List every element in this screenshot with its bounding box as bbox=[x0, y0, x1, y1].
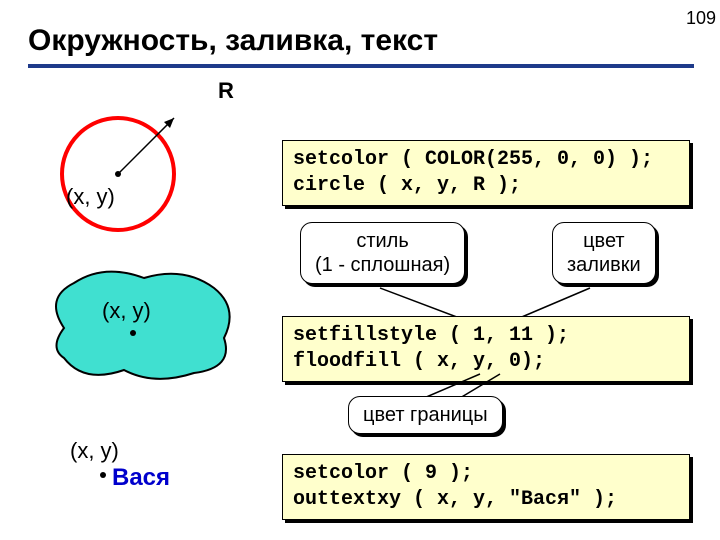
code-block-3: setcolor ( 9 ); outtextxy ( x, y, "Вася"… bbox=[282, 454, 690, 520]
blob-center-dot bbox=[130, 330, 136, 336]
xy-label-vasya: (x, y) bbox=[70, 438, 119, 464]
callout-fill-line1: цвет bbox=[567, 229, 641, 253]
callout-border: цвет границы bbox=[348, 396, 503, 434]
callout-style: стиль (1 - сплошная) bbox=[300, 222, 465, 284]
vasya-text: Вася bbox=[112, 464, 170, 492]
r-label: R bbox=[218, 78, 234, 104]
xy-label-blob: (x, y) bbox=[102, 298, 151, 324]
xy-label-circle: (x, y) bbox=[66, 184, 115, 210]
callout-style-line2: (1 - сплошная) bbox=[315, 253, 450, 277]
page-title: Окружность, заливка, текст bbox=[28, 24, 438, 58]
title-underline bbox=[28, 64, 694, 68]
callout-style-line1: стиль bbox=[315, 229, 450, 253]
vasya-dot bbox=[100, 472, 106, 478]
circle-diagram bbox=[56, 108, 186, 238]
callout-fill-line2: заливки bbox=[567, 253, 641, 277]
code-block-1: setcolor ( COLOR(255, 0, 0) ); circle ( … bbox=[282, 140, 690, 206]
callout-fill: цвет заливки bbox=[552, 222, 656, 284]
page-number: 109 bbox=[686, 8, 716, 29]
